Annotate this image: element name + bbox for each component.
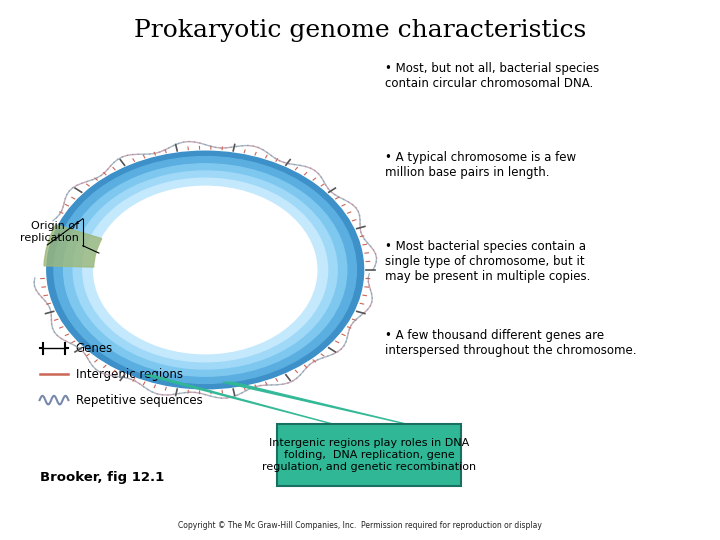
Circle shape [78, 174, 333, 366]
Circle shape [92, 185, 318, 355]
Text: • A typical chromosome is a few
million base pairs in length.: • A typical chromosome is a few million … [385, 151, 576, 179]
Circle shape [85, 180, 325, 360]
Circle shape [91, 185, 319, 355]
Circle shape [50, 154, 360, 386]
Circle shape [94, 186, 317, 354]
Circle shape [65, 165, 346, 375]
Circle shape [66, 166, 344, 374]
Circle shape [88, 182, 323, 358]
Circle shape [63, 164, 347, 376]
Circle shape [94, 186, 317, 354]
Circle shape [70, 168, 341, 372]
Circle shape [71, 169, 340, 371]
Circle shape [49, 153, 361, 387]
Circle shape [86, 181, 324, 359]
Polygon shape [222, 382, 406, 424]
Wedge shape [44, 225, 102, 267]
Circle shape [54, 157, 356, 383]
Circle shape [48, 152, 362, 388]
Text: Intergenic regions play roles in DNA
folding,  DNA replication, gene
regulation,: Intergenic regions play roles in DNA fol… [262, 438, 476, 471]
Text: • Most bacterial species contain a
single type of chromosome, but it
may be pres: • Most bacterial species contain a singl… [385, 240, 590, 284]
Circle shape [90, 184, 320, 356]
Circle shape [74, 172, 336, 368]
Circle shape [53, 156, 358, 384]
Circle shape [60, 161, 351, 379]
Text: • Most, but not all, bacterial species
contain circular chromosomal DNA.: • Most, but not all, bacterial species c… [385, 62, 600, 90]
FancyBboxPatch shape [277, 424, 461, 486]
Circle shape [67, 166, 343, 374]
Text: Origin of
replication: Origin of replication [20, 221, 79, 243]
Circle shape [61, 162, 349, 378]
Circle shape [63, 163, 348, 377]
Circle shape [84, 179, 326, 361]
Text: Prokaryotic genome characteristics: Prokaryotic genome characteristics [134, 19, 586, 42]
Circle shape [89, 183, 322, 357]
Circle shape [79, 176, 331, 364]
Circle shape [47, 151, 364, 389]
Text: Copyright © The Mc Graw-Hill Companies, Inc.  Permission required for reproducti: Copyright © The Mc Graw-Hill Companies, … [178, 521, 542, 530]
Circle shape [55, 158, 355, 382]
Text: Brooker, fig 12.1: Brooker, fig 12.1 [40, 471, 164, 484]
Circle shape [52, 155, 359, 385]
Circle shape [56, 158, 354, 382]
Circle shape [59, 160, 351, 380]
Circle shape [72, 170, 338, 370]
Circle shape [73, 171, 337, 369]
Circle shape [81, 177, 330, 363]
Text: • A few thousand different genes are
interspersed throughout the chromosome.: • A few thousand different genes are int… [385, 329, 636, 357]
Polygon shape [145, 375, 333, 424]
Text: Genes: Genes [76, 342, 113, 355]
Circle shape [81, 177, 329, 363]
Circle shape [68, 167, 342, 373]
Circle shape [83, 178, 328, 362]
Text: Intergenic regions: Intergenic regions [76, 368, 183, 381]
Circle shape [76, 173, 335, 367]
Text: Repetitive sequences: Repetitive sequences [76, 394, 202, 407]
Circle shape [58, 159, 353, 381]
Circle shape [77, 174, 333, 366]
